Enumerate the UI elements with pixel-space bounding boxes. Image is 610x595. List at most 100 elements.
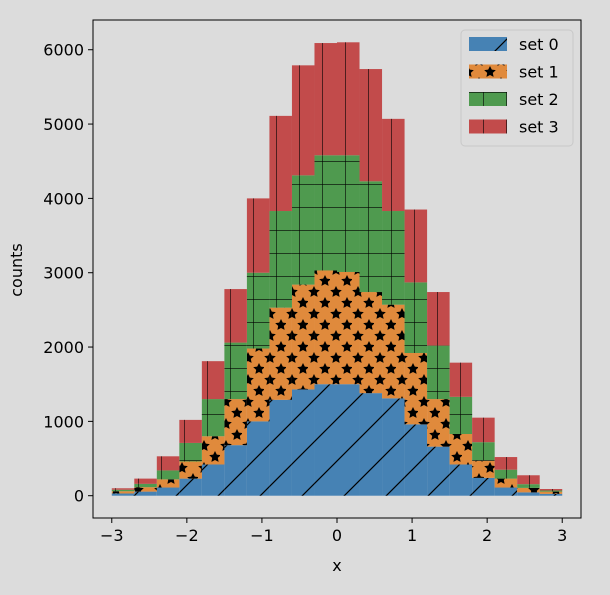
bar-hatch bbox=[111, 491, 135, 494]
bar-hatch bbox=[472, 417, 495, 443]
y-tick-label: 6000 bbox=[43, 41, 84, 60]
bar-hatch bbox=[359, 393, 383, 496]
x-tick-label: −3 bbox=[100, 526, 124, 545]
bar-hatch bbox=[111, 489, 135, 492]
bar-hatch bbox=[134, 483, 157, 488]
bar-hatch bbox=[494, 457, 518, 470]
bar-hatch bbox=[201, 361, 225, 400]
bar-hatch bbox=[517, 492, 540, 496]
bar-hatch bbox=[404, 424, 428, 496]
bar-hatch bbox=[517, 487, 540, 493]
bar-hatch bbox=[246, 198, 270, 273]
bar-hatch bbox=[337, 271, 360, 385]
bar-hatch bbox=[472, 460, 495, 478]
legend-entry: set 1 bbox=[469, 63, 559, 82]
bar-hatch bbox=[539, 489, 563, 491]
y-tick-label: 2000 bbox=[43, 338, 84, 357]
bar-hatch bbox=[359, 69, 383, 182]
bar-hatch bbox=[201, 464, 225, 496]
bar-hatch bbox=[427, 399, 450, 447]
bar-hatch bbox=[382, 398, 405, 496]
bar-hatch bbox=[404, 352, 428, 425]
bar-hatch bbox=[359, 181, 383, 293]
bar-hatch bbox=[427, 345, 450, 400]
legend-label: set 1 bbox=[519, 63, 559, 82]
bar-hatch bbox=[111, 488, 135, 490]
bar-hatch bbox=[314, 43, 337, 156]
legend-entry: set 3 bbox=[469, 118, 559, 137]
bar-hatch bbox=[539, 493, 563, 496]
bar-hatch bbox=[156, 456, 180, 471]
bar-hatch bbox=[291, 389, 315, 496]
bar-hatch bbox=[134, 487, 157, 492]
bar-hatch bbox=[291, 284, 315, 390]
bar-hatch bbox=[291, 175, 315, 285]
bar-hatch bbox=[427, 446, 450, 496]
axes: −3 −2 −1 0 1 2 3 0 1000 2000 3000 4000 5000 6000 bbox=[43, 19, 582, 545]
bar-hatch bbox=[539, 491, 563, 494]
bar-hatch bbox=[224, 399, 247, 446]
series-set-1 bbox=[111, 270, 563, 494]
bar-hatch bbox=[337, 42, 360, 156]
bar-hatch bbox=[314, 384, 337, 496]
bar-hatch bbox=[269, 307, 292, 400]
bar-hatch bbox=[156, 479, 180, 488]
bar-hatch bbox=[314, 155, 337, 271]
bar-hatch bbox=[156, 470, 180, 480]
bar-hatch bbox=[201, 436, 225, 465]
series-set-2 bbox=[111, 155, 563, 492]
bar-hatch bbox=[539, 490, 563, 492]
bar-hatch bbox=[494, 487, 518, 496]
bar-hatch bbox=[224, 289, 247, 343]
legend-entry: set 0 bbox=[469, 35, 559, 54]
bar-hatch bbox=[269, 211, 292, 308]
bar-hatch bbox=[179, 461, 202, 479]
bar-hatch bbox=[134, 491, 157, 496]
y-tick-label: 5000 bbox=[43, 115, 84, 134]
legend-swatch-hatch bbox=[469, 92, 507, 106]
bar-hatch bbox=[337, 384, 360, 496]
y-tick-label: 3000 bbox=[43, 264, 84, 283]
x-tick-label: 2 bbox=[482, 526, 492, 545]
bar-hatch bbox=[427, 292, 450, 346]
bar-hatch bbox=[404, 282, 428, 353]
x-tick-label: 0 bbox=[332, 526, 342, 545]
bar-hatch bbox=[449, 464, 473, 496]
bar-hatch bbox=[224, 342, 247, 400]
bar-hatch bbox=[134, 478, 157, 484]
bar-hatch bbox=[246, 348, 270, 422]
x-tick-label: 1 bbox=[407, 526, 417, 545]
legend-entry: set 2 bbox=[469, 90, 559, 109]
bar-hatch bbox=[449, 396, 473, 435]
bar-hatch bbox=[246, 421, 270, 496]
y-tick-label: 4000 bbox=[43, 189, 84, 208]
x-tick-label: −2 bbox=[175, 526, 199, 545]
bar-hatch bbox=[314, 270, 337, 385]
bar-hatch bbox=[156, 487, 180, 496]
legend-box bbox=[460, 29, 574, 147]
bar-hatch bbox=[359, 292, 383, 394]
bar-hatch bbox=[382, 211, 405, 305]
legend-swatch-hatch bbox=[469, 119, 507, 134]
legend-swatch-hatch bbox=[469, 37, 507, 51]
bar-hatch bbox=[382, 118, 405, 212]
bar-hatch bbox=[224, 445, 247, 496]
bar-hatch bbox=[382, 304, 405, 399]
bar-hatch bbox=[472, 477, 495, 496]
bar-hatch bbox=[246, 272, 270, 349]
legend-label: set 0 bbox=[519, 35, 559, 54]
legend: set 0 set 1 set 2 set 3 bbox=[460, 29, 574, 147]
bar-hatch bbox=[517, 475, 540, 485]
bar-hatch bbox=[269, 399, 292, 496]
legend-label: set 2 bbox=[519, 90, 559, 109]
bar-hatch bbox=[179, 478, 202, 496]
bar-hatch bbox=[494, 469, 518, 479]
bar-hatch bbox=[179, 442, 202, 462]
x-tick-label: −1 bbox=[250, 526, 274, 545]
bar-hatch bbox=[179, 419, 202, 443]
bar-hatch bbox=[291, 65, 315, 176]
bar-hatch bbox=[269, 115, 292, 212]
bar-hatch bbox=[111, 493, 135, 496]
y-axis-label: counts bbox=[7, 243, 26, 296]
